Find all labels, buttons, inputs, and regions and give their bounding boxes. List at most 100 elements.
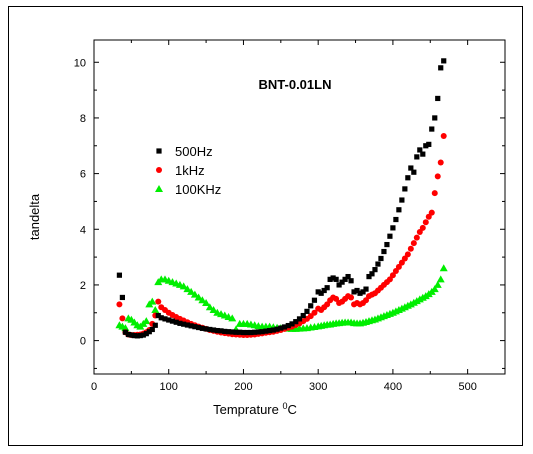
legend-label: 100KHz	[175, 182, 221, 197]
data-point	[330, 275, 336, 281]
y-tick-label: 8	[80, 113, 86, 125]
plot-area-border	[93, 39, 506, 375]
data-point	[166, 317, 172, 323]
data-point	[207, 326, 213, 333]
data-point	[225, 329, 232, 335]
data-point	[348, 294, 355, 301]
data-point	[423, 143, 429, 149]
x-axis-label-unit-sup: 0	[282, 401, 287, 411]
data-point	[149, 326, 155, 333]
data-point	[210, 327, 217, 333]
data-point	[386, 276, 393, 283]
data-point	[142, 317, 151, 325]
data-point	[177, 320, 183, 326]
x-tick-label: 0	[91, 381, 97, 393]
data-point	[336, 282, 342, 288]
data-point	[426, 141, 432, 147]
data-point	[274, 326, 280, 332]
data-point	[151, 305, 160, 313]
x-tick-label: 400	[384, 381, 402, 393]
data-point	[399, 197, 405, 203]
legend-marker	[155, 185, 163, 192]
data-point	[410, 240, 417, 247]
x-tick-label: 100	[160, 381, 178, 393]
data-point	[408, 165, 414, 171]
data-point	[318, 290, 324, 296]
data-point	[389, 272, 396, 279]
data-point	[285, 322, 291, 329]
legend-marker	[156, 167, 162, 173]
data-point	[413, 234, 420, 241]
data-point	[140, 332, 146, 338]
data-point	[222, 328, 228, 335]
series-500Hz	[116, 58, 447, 339]
data-point	[405, 175, 411, 181]
data-point	[429, 126, 435, 132]
data-point	[192, 324, 198, 330]
data-point	[351, 289, 357, 295]
data-point	[348, 278, 354, 284]
x-axis-label-unit: C	[288, 402, 297, 417]
data-marks	[115, 58, 448, 339]
data-point	[228, 314, 237, 322]
data-point	[183, 285, 192, 293]
data-point	[378, 255, 384, 262]
data-point	[372, 267, 378, 273]
data-point	[116, 301, 123, 308]
data-point	[437, 159, 444, 166]
data-point	[308, 303, 314, 309]
data-point	[202, 299, 211, 307]
x-tick-label: 300	[309, 381, 327, 393]
data-point	[321, 287, 327, 294]
data-point	[327, 276, 333, 282]
data-point	[187, 287, 196, 295]
data-point	[324, 285, 330, 291]
data-point	[436, 275, 445, 283]
data-point	[128, 332, 134, 338]
legend-label: 500Hz	[175, 144, 213, 159]
data-point	[122, 329, 128, 335]
data-point	[233, 329, 239, 335]
data-point	[441, 58, 447, 64]
data-point	[439, 264, 448, 272]
data-point	[119, 294, 125, 301]
data-point	[184, 322, 191, 328]
data-point	[315, 289, 321, 295]
data-point	[384, 241, 390, 248]
data-point	[148, 297, 157, 305]
chart-title: BNT-0.01LN	[259, 77, 332, 92]
legend: 500Hz 1kHz 100KHz	[155, 144, 221, 197]
data-point	[270, 327, 276, 333]
data-point	[432, 115, 438, 121]
data-point	[209, 305, 218, 313]
data-point	[179, 282, 188, 290]
data-point	[198, 296, 207, 304]
data-point	[248, 329, 254, 336]
data-point	[121, 324, 130, 332]
data-point	[422, 219, 429, 226]
data-point	[438, 65, 444, 71]
data-point	[304, 308, 310, 314]
data-point	[162, 316, 168, 322]
data-point	[390, 225, 396, 231]
data-point	[433, 280, 442, 288]
data-point	[214, 327, 220, 334]
legend-entry: 100KHz	[155, 182, 221, 197]
data-point	[255, 329, 261, 335]
data-point	[143, 331, 149, 337]
y-axis-label: tandelta	[27, 193, 42, 240]
data-point	[402, 186, 408, 192]
y-tick-label: 10	[74, 57, 86, 69]
data-point	[407, 245, 414, 252]
data-point	[435, 95, 441, 102]
data-point	[333, 295, 340, 302]
legend-entry: 500Hz	[156, 144, 213, 159]
data-point	[125, 331, 131, 338]
data-point	[387, 233, 393, 239]
data-point	[203, 326, 209, 332]
axes: 0 100 200 300 400 500 0 2 4 6 8 10	[74, 39, 506, 393]
data-point	[375, 261, 381, 267]
data-point	[414, 154, 420, 160]
data-point	[155, 298, 162, 305]
data-point	[416, 229, 423, 236]
